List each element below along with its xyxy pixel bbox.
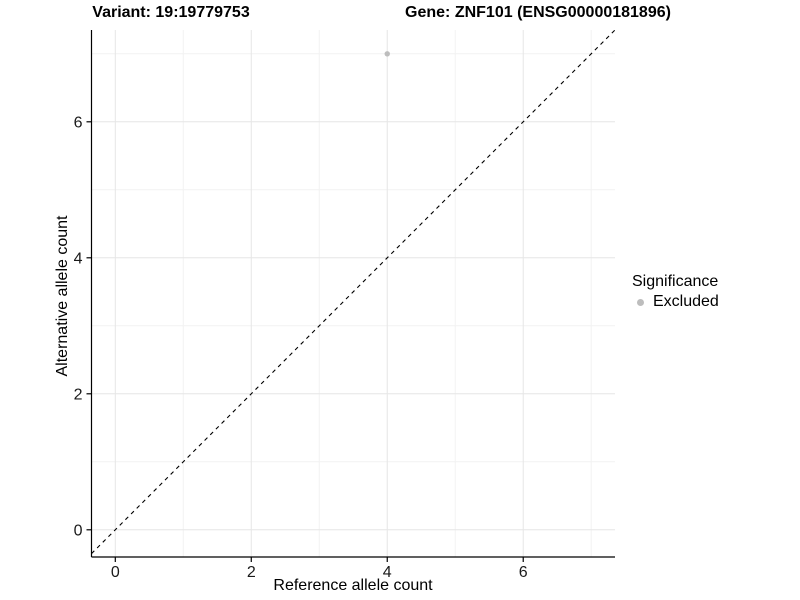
x-axis-title: Reference allele count [273,577,433,594]
y-tick-label: 6 [74,114,83,131]
data-point [384,51,390,57]
x-tick-label: 0 [111,564,120,581]
x-tick-label: 6 [519,564,528,581]
gene-title: Gene: ZNF101 (ENSG00000181896) [405,4,671,21]
y-tick-label: 4 [74,250,83,267]
variant-title: Variant: 19:19779753 [92,4,250,21]
legend: Significance Excluded [629,272,719,312]
identity-line [91,30,615,555]
y-tick-label: 0 [74,522,83,539]
y-tick-label: 2 [74,386,83,403]
legend-title: Significance [632,273,719,290]
legend-entry-label: Excluded [653,293,719,310]
legend-entry-excluded: Excluded [629,292,719,312]
excluded-point-icon [637,298,644,306]
y-axis-title: Alternative allele count [54,215,71,377]
x-tick-label: 4 [383,564,392,581]
x-tick-label: 2 [247,564,256,581]
